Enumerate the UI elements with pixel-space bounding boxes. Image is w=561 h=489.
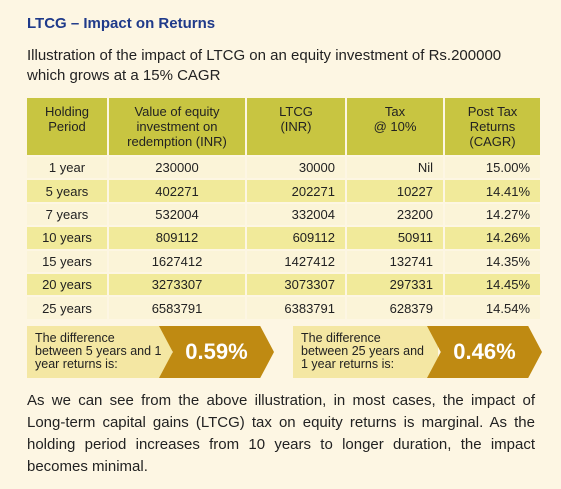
cell-post-tax-return: 14.26%: [444, 225, 540, 250]
header-value-of-investment-text: Value of equity investment on redemption…: [127, 104, 227, 149]
cell-holding-period: 7 years: [27, 201, 109, 227]
cell-tax: 10227: [346, 178, 445, 203]
cell-ltcg: 30000: [246, 154, 347, 180]
table-row: 7 years 532004 332004 23200 14.27%: [27, 201, 540, 227]
header-post-tax-returns: Post Tax Returns (CAGR): [444, 98, 540, 156]
ltcg-table: Holding Period Value of equity investmen…: [27, 98, 540, 319]
table-row: 10 years 809112 609112 50911 14.26%: [27, 225, 540, 250]
cell-ltcg: 609112: [246, 225, 347, 250]
cell-tax: 132741: [346, 248, 445, 273]
table-row: 25 years 6583791 6383791 628379 14.54%: [27, 295, 540, 319]
cell-tax: 23200: [346, 201, 445, 227]
header-ltcg: LTCG (INR): [246, 98, 347, 156]
cell-tax: 297331: [346, 271, 445, 297]
cell-holding-period: 20 years: [27, 271, 109, 297]
cell-post-tax-return: 15.00%: [444, 154, 540, 180]
intro-text: Illustration of the impact of LTCG on an…: [27, 47, 502, 84]
header-holding-period: Holding Period: [27, 98, 109, 156]
cell-holding-period: 25 years: [27, 295, 109, 319]
cell-value: 809112: [108, 225, 247, 250]
header-tax-text: Tax @ 10%: [373, 104, 417, 134]
conclusion-text: As we can see from the above illustratio…: [27, 392, 535, 475]
cell-value: 230000: [108, 154, 247, 180]
header-tax: Tax @ 10%: [346, 98, 445, 156]
cell-ltcg: 332004: [246, 201, 347, 227]
cell-value: 532004: [108, 201, 247, 227]
cell-holding-period: 15 years: [27, 248, 109, 273]
header-holding-period-text: Holding Period: [44, 104, 90, 134]
cell-value: 6583791: [108, 295, 247, 319]
callout-label: The difference between 25 years and 1 ye…: [293, 326, 438, 378]
header-post-tax-returns-text: Post Tax Returns (CAGR): [467, 104, 518, 149]
header-ltcg-text: LTCG (INR): [279, 104, 313, 134]
cell-holding-period: 5 years: [27, 178, 109, 203]
cell-ltcg: 202271: [246, 178, 347, 203]
cell-holding-period: 1 year: [27, 154, 109, 180]
cell-tax: Nil: [346, 154, 445, 180]
callout-value: 0.59%: [159, 326, 274, 378]
cell-post-tax-return: 14.45%: [444, 271, 540, 297]
cell-tax: 50911: [346, 225, 445, 250]
cell-value: 1627412: [108, 248, 247, 273]
cell-value: 402271: [108, 178, 247, 203]
callout-label: The difference between 5 years and 1 yea…: [27, 326, 172, 378]
cell-post-tax-return: 14.35%: [444, 248, 540, 273]
cell-holding-period: 10 years: [27, 225, 109, 250]
cell-post-tax-return: 14.27%: [444, 201, 540, 227]
header-value-of-investment: Value of equity investment on redemption…: [108, 98, 247, 156]
callout-5yr-vs-1yr: The difference between 5 years and 1 yea…: [27, 326, 275, 378]
table-row: 1 year 230000 30000 Nil 15.00%: [27, 154, 540, 180]
table-header-row: Holding Period Value of equity investmen…: [27, 98, 540, 156]
page-title: LTCG – Impact on Returns: [27, 15, 216, 32]
callout-value: 0.46%: [427, 326, 542, 378]
table-row: 20 years 3273307 3073307 297331 14.45%: [27, 271, 540, 297]
cell-tax: 628379: [346, 295, 445, 319]
callout-25yr-vs-1yr: The difference between 25 years and 1 ye…: [293, 326, 542, 378]
table-row: 15 years 1627412 1427412 132741 14.35%: [27, 248, 540, 273]
table-row: 5 years 402271 202271 10227 14.41%: [27, 178, 540, 203]
cell-ltcg: 6383791: [246, 295, 347, 319]
cell-post-tax-return: 14.41%: [444, 178, 540, 203]
cell-value: 3273307: [108, 271, 247, 297]
cell-ltcg: 3073307: [246, 271, 347, 297]
cell-ltcg: 1427412: [246, 248, 347, 273]
cell-post-tax-return: 14.54%: [444, 295, 540, 319]
